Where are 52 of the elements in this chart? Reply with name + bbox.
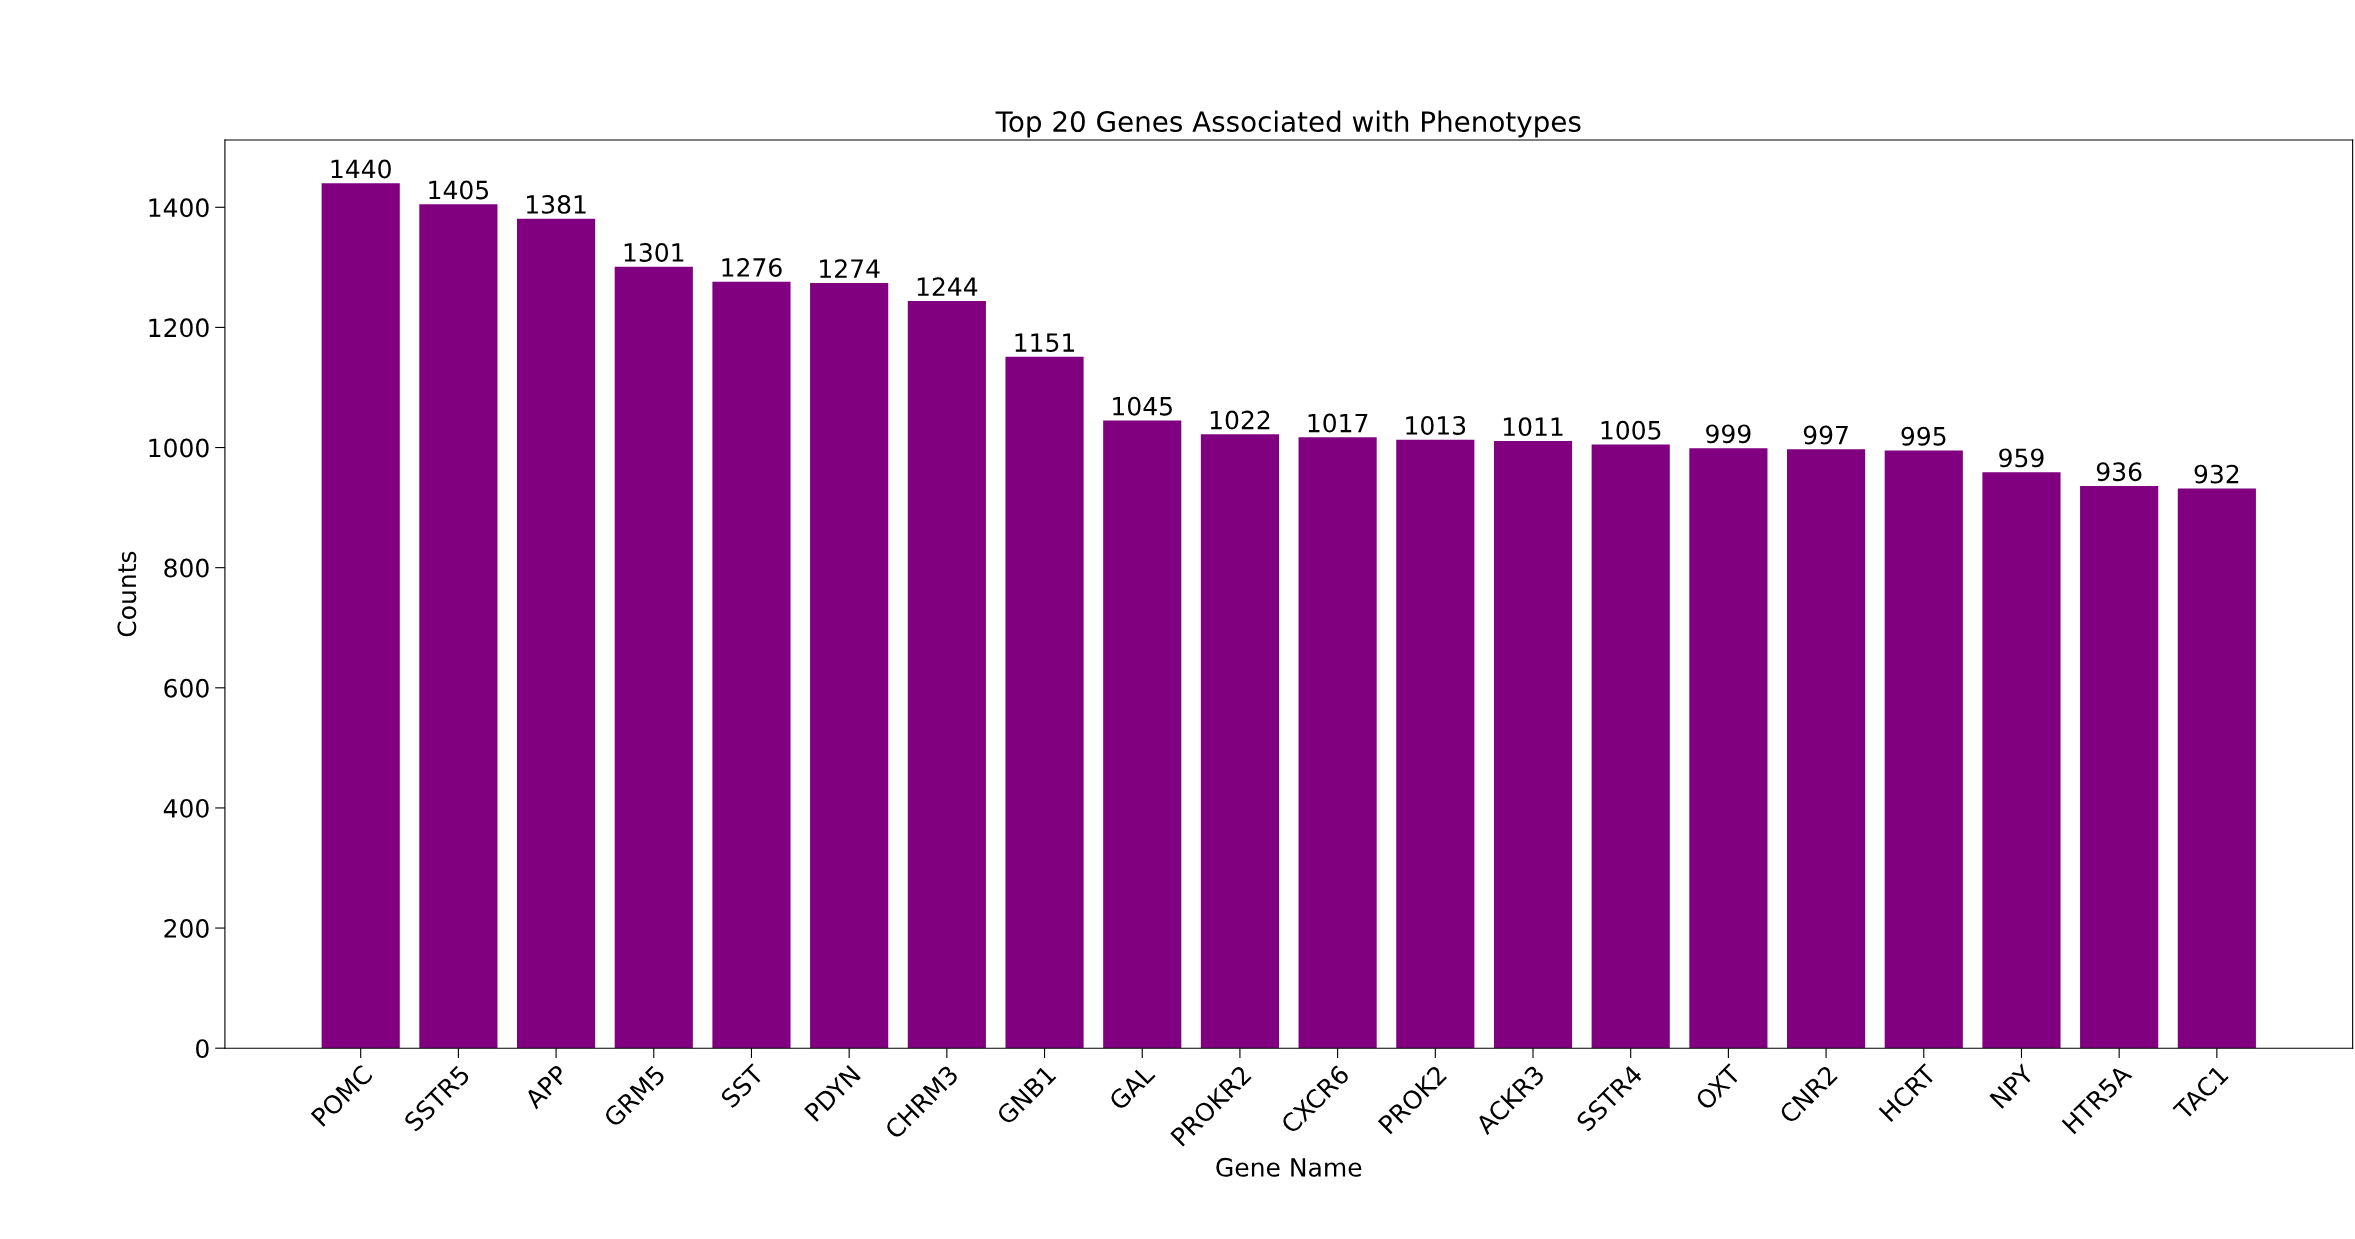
data-label: 1013 (1406, 415, 1466, 435)
y-tick-label: 400 (163, 798, 209, 818)
bar (1298, 437, 1377, 1049)
data-label: 936 (2096, 462, 2142, 482)
bar (1787, 449, 1866, 1049)
y-tick-label: 1400 (149, 198, 209, 218)
chart-title: Top 20 Genes Associated with Phenotypes (995, 110, 1581, 138)
bar (2177, 488, 2256, 1049)
data-label: 1301 (624, 242, 684, 262)
y-tick-label: 1200 (149, 318, 209, 338)
data-label: 1440 (331, 159, 391, 179)
data-label: 932 (2194, 464, 2239, 484)
x-tick-label: GAL (1107, 1063, 1156, 1112)
data-label: 1244 (917, 277, 978, 296)
bar (1005, 356, 1084, 1049)
bar (419, 204, 498, 1049)
bar (712, 281, 791, 1049)
bar (614, 266, 693, 1049)
data-label: 1011 (1503, 417, 1563, 437)
bar (1103, 420, 1182, 1049)
data-label: 1017 (1308, 413, 1368, 433)
data-label: 999 (1706, 424, 1751, 444)
y-tick-label: 600 (164, 678, 209, 698)
x-axis-title: Gene Name (1216, 1157, 1362, 1177)
bar (1591, 444, 1670, 1049)
y-tick-label: 1000 (149, 438, 209, 458)
data-label: 997 (1803, 425, 1848, 445)
data-label: 1022 (1210, 410, 1270, 430)
data-label: 1405 (429, 180, 489, 200)
bar (907, 300, 986, 1049)
bar (1689, 448, 1768, 1049)
bar (810, 282, 889, 1049)
bar (1982, 472, 2061, 1049)
bar (1396, 439, 1475, 1049)
bar (1200, 434, 1279, 1049)
data-label: 1276 (722, 258, 782, 277)
y-tick-label: 800 (164, 558, 209, 578)
data-label: 959 (1999, 448, 2044, 468)
y-axis-title: Counts (117, 551, 137, 637)
y-tick-label: 200 (164, 919, 209, 938)
y-tick-label: 0 (196, 1039, 209, 1059)
data-label: 1005 (1601, 420, 1661, 440)
bar (2080, 485, 2159, 1049)
data-label: 1274 (820, 259, 880, 278)
data-label: 1151 (1015, 333, 1075, 352)
bar (1884, 450, 1963, 1049)
data-label: 1045 (1113, 396, 1172, 416)
bar (321, 183, 400, 1049)
data-label: 995 (1901, 426, 1946, 446)
data-label: 1381 (527, 194, 586, 214)
bar (1493, 440, 1573, 1049)
bar (517, 218, 596, 1049)
